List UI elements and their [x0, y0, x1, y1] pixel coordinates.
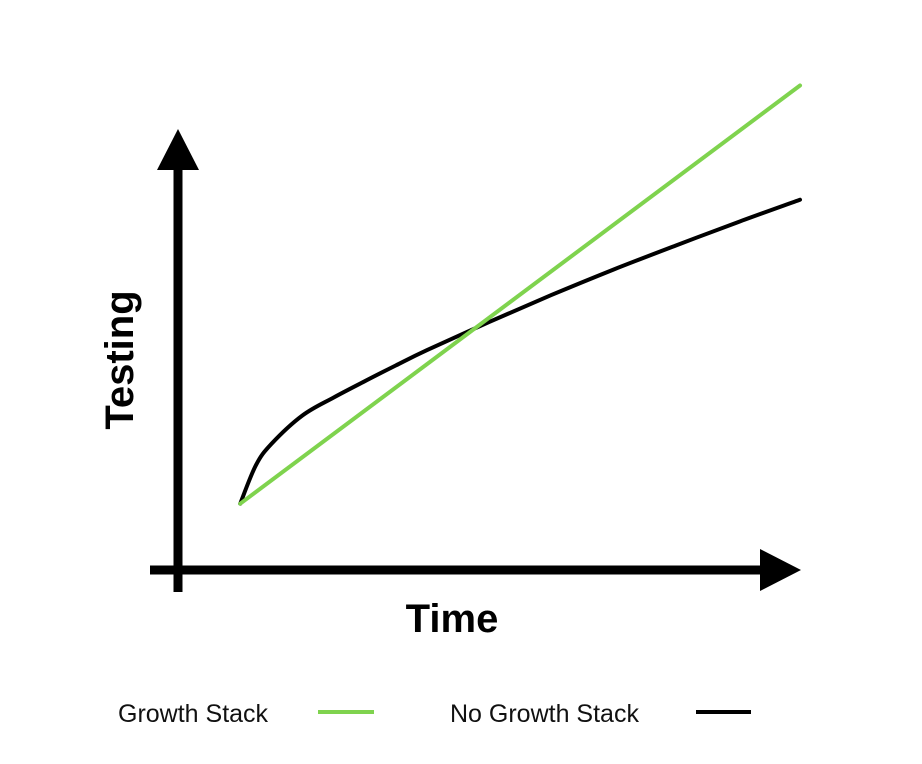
legend-label-growth-stack: Growth Stack [118, 700, 269, 728]
series-line-growth-stack [238, 83, 802, 506]
series-line-no-growth-stack [238, 197, 802, 506]
y-axis-arrow-icon [157, 129, 199, 170]
x-axis-label: Time [406, 597, 499, 641]
axes [150, 129, 801, 592]
y-axis-label: Testing [98, 290, 142, 429]
series-layer [238, 83, 802, 506]
legend-label-no-growth-stack: No Growth Stack [450, 700, 639, 728]
x-axis-arrow-icon [760, 549, 801, 591]
legend: Growth Stack No Growth Stack [118, 700, 751, 728]
